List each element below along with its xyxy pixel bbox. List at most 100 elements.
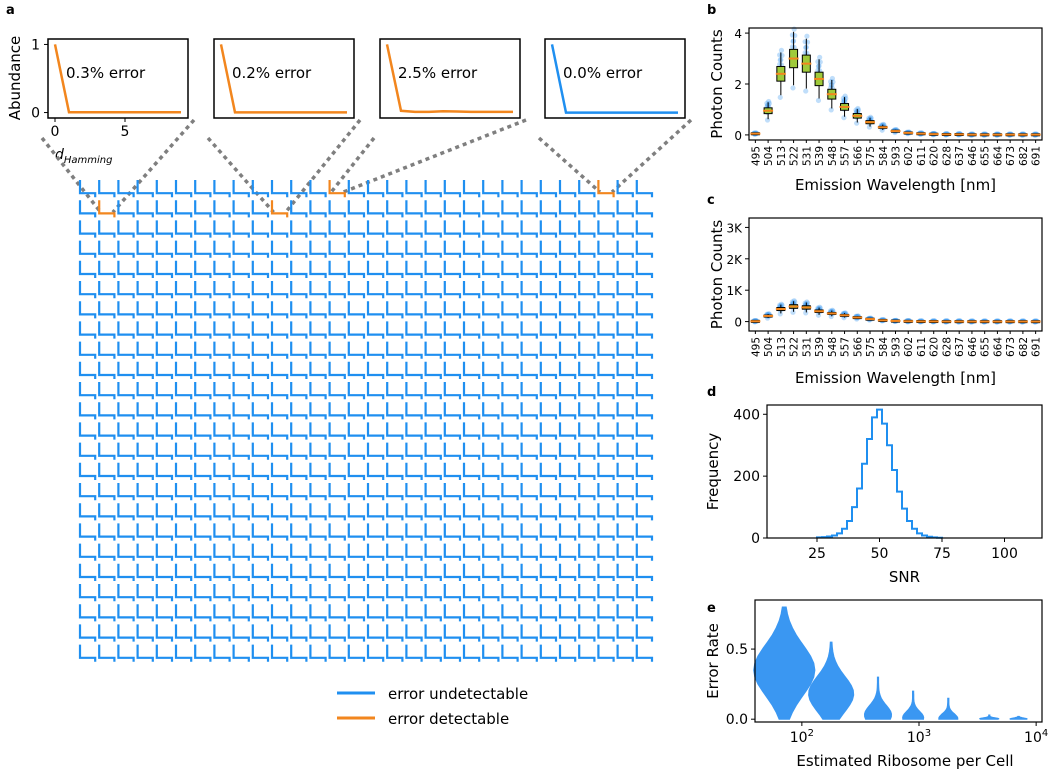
lattice-cell <box>232 462 250 480</box>
lattice-cell <box>616 382 634 400</box>
lattice-cell <box>366 220 385 238</box>
lattice-cell <box>539 584 558 602</box>
axis-xlabel: Estimated Ribosome per Cell <box>796 752 1013 770</box>
lattice-cell <box>328 220 346 238</box>
scatter-point <box>802 50 808 56</box>
lattice-cell <box>328 483 346 501</box>
lattice-cell <box>155 442 174 460</box>
xtick-label: 584 <box>878 146 890 166</box>
lattice-cell <box>347 644 366 662</box>
lattice-cell <box>290 503 308 521</box>
scatter-point <box>817 304 823 310</box>
lattice-cell <box>424 442 442 460</box>
lattice-cell <box>98 260 116 278</box>
lattice-cell <box>347 301 366 319</box>
lattice-cell <box>558 200 577 218</box>
scatter-point <box>841 98 847 104</box>
lattice-cell <box>597 503 615 521</box>
scatter-point <box>804 33 810 39</box>
ytick-label: 0.5 <box>726 642 748 658</box>
lattice-cell <box>213 200 231 218</box>
scatter-point <box>803 45 809 51</box>
lattice-cell <box>616 462 634 480</box>
lattice-cell <box>462 200 481 218</box>
lattice-cell <box>174 462 193 480</box>
lattice-cell <box>213 563 231 581</box>
lattice-cell <box>539 442 558 460</box>
lattice-cell <box>482 584 500 602</box>
lattice-cell <box>558 281 577 299</box>
panel-b: b 495 504 513 522 531 539 548 557 566 575 584 593 602… <box>707 3 1043 194</box>
legend-label-undetectable: error undetectable <box>388 685 528 703</box>
lattice-cell <box>501 281 519 299</box>
xtick-label: 100 <box>991 546 1018 562</box>
lattice-cell <box>482 180 500 198</box>
lattice-cell <box>635 543 654 561</box>
lattice-cell <box>482 523 500 541</box>
lattice-cell <box>520 240 538 258</box>
lattice-cell <box>482 624 500 642</box>
lattice-cell <box>366 604 385 622</box>
lattice-cell <box>539 402 558 420</box>
lattice-cell <box>194 382 212 400</box>
lattice-cell <box>270 523 289 541</box>
lattice-cell <box>232 361 250 379</box>
lattice-cell <box>366 624 385 642</box>
lattice-cell <box>78 462 97 480</box>
lattice-cell <box>117 240 135 258</box>
lattice-cell <box>270 563 289 581</box>
lattice-cell <box>232 382 250 400</box>
lattice-cell <box>270 341 289 359</box>
lattice-cell <box>194 604 212 622</box>
xtick-label: 531 <box>801 146 813 166</box>
lattice-cell <box>117 563 135 581</box>
lattice-cell <box>155 402 174 420</box>
lattice-cell <box>386 584 404 602</box>
scatter-point <box>868 114 874 120</box>
lattice-cell <box>155 644 174 662</box>
lattice-cell <box>194 361 212 379</box>
lattice-cell <box>194 301 212 319</box>
lattice-cell <box>328 563 346 581</box>
lattice-cell <box>117 180 135 198</box>
lattice-cell <box>174 341 193 359</box>
lattice-cell <box>270 483 289 501</box>
lattice-cell <box>597 180 615 198</box>
lattice-cell <box>386 200 404 218</box>
lattice-cell <box>194 644 212 662</box>
lattice-cell <box>462 503 481 521</box>
lattice-cell <box>232 604 250 622</box>
lattice-cell <box>558 240 577 258</box>
lattice-cell <box>328 321 346 339</box>
lattice-cell <box>578 402 596 420</box>
lattice-cell <box>232 341 250 359</box>
lattice-cell <box>78 523 97 541</box>
xtick-exponent: 2 <box>808 728 814 739</box>
lattice-cell <box>136 402 154 420</box>
inset-axes: 0.3% error 1 00 5 0.2% error 2.5% error 0.0% e… <box>31 37 686 140</box>
lattice-cell <box>98 442 116 460</box>
axis-xlabel: Emission Wavelength [nm] <box>795 369 996 387</box>
lattice-cell <box>539 240 558 258</box>
lattice-cell <box>616 260 634 278</box>
xtick-label: 557 <box>840 337 852 357</box>
lattice-cell <box>501 180 519 198</box>
lattice-cell <box>98 402 116 420</box>
lattice-cell <box>366 462 385 480</box>
lattice-cell <box>174 624 193 642</box>
lattice-cell <box>309 584 327 602</box>
inset-xtick-label: 5 <box>121 124 130 140</box>
lattice-cell <box>213 543 231 561</box>
lattice-cell <box>213 644 231 662</box>
lattice-cell <box>270 604 289 622</box>
lattice-cell <box>347 563 366 581</box>
lattice-cell <box>98 462 116 480</box>
lattice-cell <box>578 563 596 581</box>
axes-frame <box>754 599 1043 723</box>
lattice-cell <box>155 260 174 278</box>
xtick-label: 655 <box>980 337 992 357</box>
histogram-step <box>816 408 943 539</box>
lattice-cell <box>251 321 270 339</box>
lattice-cell <box>501 584 519 602</box>
lattice-cell <box>117 200 135 218</box>
